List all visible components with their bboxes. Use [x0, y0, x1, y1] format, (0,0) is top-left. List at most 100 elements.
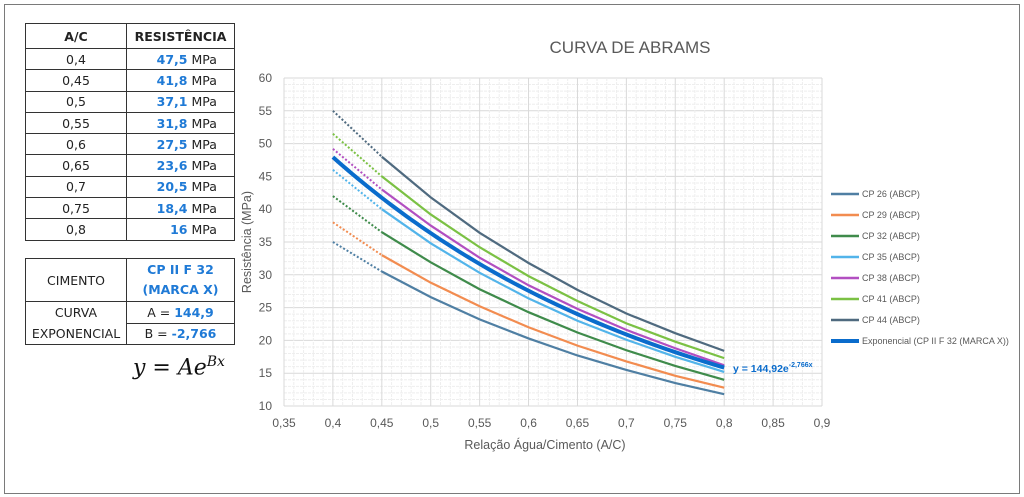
series-line-dotted [332, 133, 383, 178]
series-cp-26-abcp- [332, 241, 725, 396]
series-line [381, 155, 725, 352]
table-row: 0,65 23,6 MPa [25, 154, 235, 177]
series-cp-41-abcp- [332, 133, 725, 360]
x-axis-label: Relação Água/Cimento (A/C) [464, 437, 625, 452]
resistance-cell: 18,4 MPa [126, 197, 235, 220]
legend-label: Exponencial (CP II F 32 (MARCA X)) [862, 336, 1009, 346]
table-row: 0,7 20,5 MPa [25, 175, 235, 199]
unit: MPa [191, 94, 217, 110]
series-line [381, 208, 725, 373]
ac-cell: 0,7 [25, 175, 127, 199]
x-tick-label: 0,7 [618, 416, 635, 430]
resistance-value: 47,5 [156, 51, 188, 67]
table-row: 0,75 18,4 MPa [25, 197, 235, 220]
x-tick-label: 0,55 [468, 416, 492, 430]
unit: MPa [191, 179, 217, 195]
x-tick-label: 0,5 [422, 416, 439, 430]
resistance-cell: 16 MPa [126, 218, 235, 241]
a-label: A = [147, 304, 171, 320]
unit: MPa [191, 136, 217, 152]
x-tick-label: 0,75 [664, 416, 688, 430]
header-resistance: RESISTÊNCIA [126, 23, 235, 49]
resistance-cell: 20,5 MPa [126, 175, 235, 199]
legend-label: CP 44 (ABCP) [862, 315, 920, 325]
y-tick-label: 15 [259, 366, 273, 380]
y-tick-label: 40 [259, 202, 273, 216]
series-cp-35-abcp- [332, 169, 725, 373]
resistance-cell: 23,6 MPa [126, 154, 235, 177]
y-tick-label: 30 [259, 268, 273, 282]
y-tick-label: 55 [259, 104, 273, 118]
chart-title: CURVA DE ABRAMS [549, 38, 711, 57]
cement-value: CP II F 32 (MARCA X) [126, 258, 235, 302]
ac-cell: 0,75 [25, 197, 127, 220]
series-line [381, 188, 725, 367]
resistance-value: 27,5 [156, 136, 188, 152]
unit: MPa [191, 51, 217, 67]
resistance-value: 16 [170, 222, 188, 238]
series-line [381, 254, 725, 389]
b-value: -2,766 [171, 326, 217, 342]
table-row: 0,6 27,5 MPa [25, 133, 235, 156]
table-row: 0,8 16 MPa [25, 218, 235, 241]
cement-table: CIMENTO CP II F 32 (MARCA X) CURVA EXPON… [25, 258, 235, 345]
equation-exponent: -2,766x [789, 362, 813, 369]
trendline [331, 155, 725, 370]
unit: MPa [191, 115, 217, 131]
resistance-value: 20,5 [156, 179, 188, 195]
resistance-cell: 47,5 MPa [126, 47, 235, 71]
y-axis-label: Resistência (MPa) [240, 191, 254, 293]
series-cp-38-abcp- [332, 148, 725, 367]
trendline-equation: y = 144,92e-2,766x [733, 362, 813, 375]
formula-base: y = Ae [133, 355, 207, 381]
legend-label: CP 38 (ABCP) [862, 273, 920, 283]
y-tick-label: 25 [259, 301, 273, 315]
series-line [381, 175, 725, 360]
unit: MPa [191, 222, 217, 238]
series-line-dotted [332, 241, 383, 273]
y-tick-label: 50 [259, 137, 273, 151]
table-row: 0,4 47,5 MPa [25, 47, 235, 71]
series-line-dotted [332, 221, 383, 256]
x-tick-label: 0,4 [325, 416, 342, 430]
x-tick-label: 0,8 [716, 416, 733, 430]
formula-exponent: Bx [206, 354, 225, 370]
series-line-dotted [332, 169, 383, 210]
table-row: 0,45 41,8 MPa [25, 69, 235, 92]
resistance-value: 37,1 [156, 94, 188, 110]
x-tick-label: 0,85 [761, 416, 785, 430]
ac-cell: 0,8 [25, 218, 127, 241]
unit: MPa [191, 200, 217, 216]
curve-label: CURVA EXPONENCIAL [25, 301, 127, 345]
series-cp-29-abcp- [332, 221, 725, 389]
x-tick-label: 0,45 [370, 416, 394, 430]
equation-base: y = 144,92e [733, 363, 789, 375]
sheet-frame [4, 4, 1020, 494]
legend-label: CP 35 (ABCP) [862, 252, 920, 262]
resistance-table: A/C RESISTÊNCIA 0,4 47,5 MPa 0,45 41,8 MPa 0… [25, 23, 235, 241]
resistance-cell: 41,8 MPa [126, 69, 235, 92]
resistance-value: 18,4 [156, 200, 188, 216]
series-cp-32-abcp- [332, 195, 725, 381]
y-tick-label: 60 [259, 71, 273, 85]
coef-b: B = -2,766 [126, 322, 235, 345]
y-tick-label: 20 [259, 333, 273, 347]
y-tick-label: 10 [259, 399, 273, 413]
unit: MPa [191, 72, 217, 88]
x-tick-label: 0,6 [520, 416, 537, 430]
series-line [381, 270, 725, 396]
y-tick-label: 35 [259, 235, 273, 249]
legend-label: CP 26 (ABCP) [862, 189, 920, 199]
unit: MPa [191, 158, 217, 174]
resistance-value: 31,8 [156, 115, 188, 131]
exponential-formula: y = AeBx [133, 354, 225, 380]
b-label: B = [144, 326, 168, 342]
x-tick-label: 0,65 [566, 416, 590, 430]
legend-label: CP 29 (ABCP) [862, 210, 920, 220]
legend-label: CP 32 (ABCP) [862, 231, 920, 241]
x-tick-label: 0,35 [272, 416, 296, 430]
series-line-dotted [332, 110, 383, 158]
series-cp-44-abcp- [332, 110, 725, 352]
resistance-cell: 27,5 MPa [126, 133, 235, 156]
